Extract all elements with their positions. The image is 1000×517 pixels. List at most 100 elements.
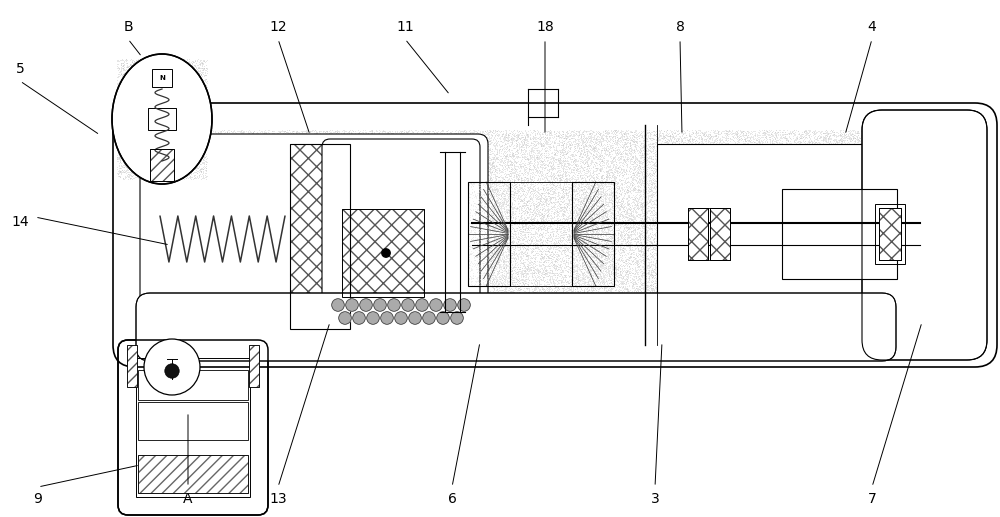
Point — [752, 304, 768, 312]
Point — [325, 161, 341, 170]
Point — [174, 277, 190, 285]
Point — [236, 181, 252, 190]
Point — [286, 205, 302, 213]
Point — [594, 262, 610, 270]
Point — [118, 142, 134, 150]
Point — [177, 276, 193, 284]
Point — [812, 299, 828, 308]
Point — [392, 333, 408, 342]
Point — [197, 393, 213, 401]
Point — [752, 172, 768, 180]
Point — [539, 291, 555, 299]
Point — [849, 181, 865, 189]
Point — [177, 130, 193, 139]
Point — [313, 272, 329, 281]
Point — [557, 250, 573, 258]
Point — [357, 219, 373, 227]
Point — [855, 306, 871, 314]
Point — [451, 321, 467, 329]
Point — [397, 130, 413, 138]
Point — [208, 155, 224, 163]
Point — [511, 288, 527, 297]
Point — [681, 248, 697, 256]
Point — [345, 258, 361, 267]
Point — [808, 157, 824, 165]
Point — [871, 204, 887, 212]
Point — [145, 269, 161, 278]
Point — [347, 251, 363, 259]
Point — [400, 312, 416, 320]
Point — [957, 160, 973, 168]
Point — [311, 127, 327, 135]
Point — [163, 123, 179, 131]
Point — [571, 243, 587, 251]
Point — [876, 329, 892, 337]
Point — [523, 327, 539, 336]
Point — [903, 227, 919, 236]
Point — [951, 279, 967, 287]
Point — [159, 184, 175, 192]
Point — [383, 298, 399, 307]
Point — [202, 233, 218, 241]
Point — [249, 253, 265, 261]
Point — [829, 162, 845, 170]
Point — [219, 382, 235, 390]
Point — [353, 262, 369, 270]
Point — [248, 258, 264, 267]
Point — [624, 329, 640, 338]
Point — [183, 64, 199, 72]
Point — [219, 242, 235, 250]
Point — [121, 145, 137, 154]
Point — [449, 312, 465, 320]
Point — [112, 94, 128, 102]
Point — [681, 132, 697, 140]
Point — [198, 272, 214, 280]
Point — [196, 377, 212, 385]
Point — [157, 140, 173, 148]
Point — [135, 233, 151, 241]
Point — [421, 239, 437, 247]
Point — [915, 253, 931, 262]
Point — [149, 372, 165, 380]
Point — [907, 132, 923, 141]
Point — [493, 184, 509, 192]
Point — [686, 320, 702, 328]
Point — [440, 142, 456, 150]
Point — [783, 221, 799, 230]
Point — [949, 147, 965, 155]
Point — [470, 204, 486, 212]
Point — [961, 217, 977, 225]
Point — [349, 232, 365, 240]
Point — [436, 150, 452, 158]
Point — [332, 174, 348, 182]
Point — [122, 161, 138, 170]
Point — [193, 329, 209, 338]
Point — [329, 156, 345, 164]
Point — [785, 276, 801, 284]
Point — [579, 160, 595, 169]
Point — [620, 289, 636, 297]
Point — [414, 211, 430, 220]
Point — [536, 319, 552, 327]
Point — [479, 197, 495, 205]
Point — [885, 261, 901, 269]
Point — [733, 247, 749, 255]
Point — [399, 313, 415, 321]
Point — [629, 314, 645, 322]
Point — [681, 134, 697, 143]
Point — [374, 141, 390, 149]
Point — [181, 271, 197, 280]
Point — [199, 371, 215, 379]
Point — [699, 296, 715, 305]
Point — [196, 374, 212, 383]
Point — [523, 308, 539, 316]
Point — [163, 184, 179, 192]
Point — [459, 254, 475, 262]
Point — [345, 258, 361, 266]
Point — [745, 250, 761, 258]
Point — [947, 233, 963, 241]
Point — [953, 330, 969, 339]
Point — [298, 335, 314, 343]
Point — [294, 128, 310, 136]
Point — [838, 290, 854, 298]
